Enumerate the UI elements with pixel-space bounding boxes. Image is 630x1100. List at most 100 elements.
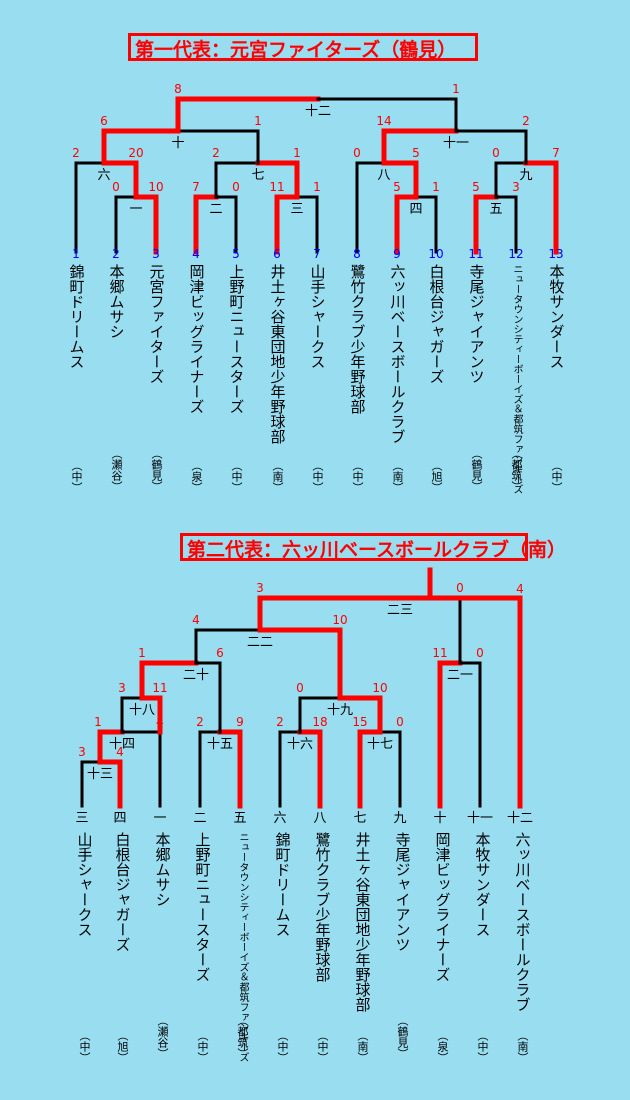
match-label: 十五 [206,737,234,752]
team-name: 錦町ドリームス [67,264,86,369]
match-label: 十九 [326,703,354,718]
entry-number: 七 [353,811,367,826]
team-district: （南） [271,460,284,493]
match-score-left: 0 [112,180,120,194]
entry-number: 十二 [506,811,534,826]
team-name: 鷺竹クラブ少年野球部 [348,264,367,414]
entry-number: 2 [112,247,120,261]
match-score-left: 15 [352,715,368,729]
team-district: （瀬谷） [110,448,123,492]
team-district: （中） [196,1030,209,1063]
match-score-right: 10 [372,681,388,695]
team-name: 井土ヶ谷東団地少年野球部 [353,832,372,1012]
team-name: 本郷ムサシ [153,832,172,907]
team-district: （中） [78,1030,91,1063]
entry-number: 4 [192,247,200,261]
team-name: 白根台ジャガーズ [427,264,446,384]
final-score: 4 [516,582,524,596]
match-label: 十二 [304,104,332,119]
match-label: 七 [251,168,265,183]
match-score-left: 1 [138,646,146,660]
match-label: 五 [489,202,503,217]
team-name: 本郷ムサシ [107,264,126,339]
entry-number: 三 [75,811,89,826]
match-score-right: 1 [432,180,440,194]
match-score-right: 10 [148,180,164,194]
team-name: 岡津ビッグライナーズ [187,264,206,414]
team-name: 寺尾ジャイアンツ [393,832,412,952]
entry-number: 5 [232,247,240,261]
match-score-left: 11 [432,646,448,660]
team-name: 鷺竹クラブ少年野球部 [313,832,332,982]
match-label: 十七 [366,737,394,752]
match-label: 十四 [108,737,136,752]
team-name: 上野町ニュースターズ [193,832,212,982]
match-label: 二三 [386,603,414,618]
match-score-right: 7 [552,146,560,160]
match-score-right: 18 [312,715,328,729]
match-label: 十三 [86,767,114,782]
match-label: 二 [209,202,223,217]
entry-number: 四 [113,811,127,826]
match-score-right: 9 [236,715,244,729]
team-district: （都筑） [510,448,523,492]
entry-number: 8 [353,247,361,261]
match-score-left: 3 [78,745,86,759]
match-score-left: 3 [256,581,264,595]
match-score-left: 5 [393,180,401,194]
match-score-right: 0 [396,715,404,729]
bracket-2-title: 第二代表：六ッ川ベースボールクラブ（南） [180,533,566,561]
entry-number: 五 [233,811,247,826]
team-district: （鶴見） [470,448,483,492]
team-district: （旭） [430,460,443,493]
match-score-right: 1 [254,114,262,128]
team-district: （南） [356,1030,369,1063]
match-label: 十一 [442,136,470,151]
match-score-left: 0 [492,146,500,160]
match-score-left: 5 [472,180,480,194]
match-label: 十 [171,136,185,151]
entry-number: 9 [393,247,401,261]
team-district: （泉） [436,1030,449,1063]
match-label: 六 [97,168,111,183]
match-score-right: 20 [128,146,144,160]
team-district: （泉） [190,460,203,493]
match-score-left: 2 [72,146,80,160]
entry-number: 八 [313,811,327,826]
team-district: （鶴見） [396,1015,409,1059]
match-score-right: 0 [476,646,484,660]
team-name: ニュータウンシティーボーイズ＆都筑ファンキーズ [511,264,522,494]
entry-number: 3 [152,247,160,261]
entry-number: 十一 [466,811,494,826]
team-name: 本牧サンダース [473,832,492,937]
team-district: （中） [316,1030,329,1063]
match-label: 三 [290,202,304,217]
match-score-left: 0 [296,681,304,695]
match-score-left: 11 [269,180,285,194]
entry-number: 13 [548,247,564,261]
entry-number: 九 [393,811,407,826]
team-district: （鶴見） [150,448,163,492]
match-score-left: 8 [174,82,182,96]
match-score-left: 14 [376,114,392,128]
match-label: 二一 [446,668,474,683]
entry-number: 12 [508,247,524,261]
match-score-right: 4 [156,715,164,729]
match-label: 十六 [286,737,314,752]
match-label: 二二 [246,635,274,650]
team-name: 六ッ川ベースボールクラブ [388,264,407,444]
team-name: 六ッ川ベースボールクラブ [513,832,532,1012]
team-name: 井土ヶ谷東団地少年野球部 [268,264,287,444]
match-score-left: 2 [212,146,220,160]
team-district: （中） [550,460,563,493]
match-label: 四 [409,202,423,217]
entry-number: 11 [468,247,484,261]
match-score-right: 2 [522,114,530,128]
match-score-right: 0 [232,180,240,194]
team-name: 上野町ニュースターズ [227,264,246,414]
match-score-left: 2 [196,715,204,729]
match-score-right: 1 [452,82,460,96]
team-district: （中） [351,460,364,493]
